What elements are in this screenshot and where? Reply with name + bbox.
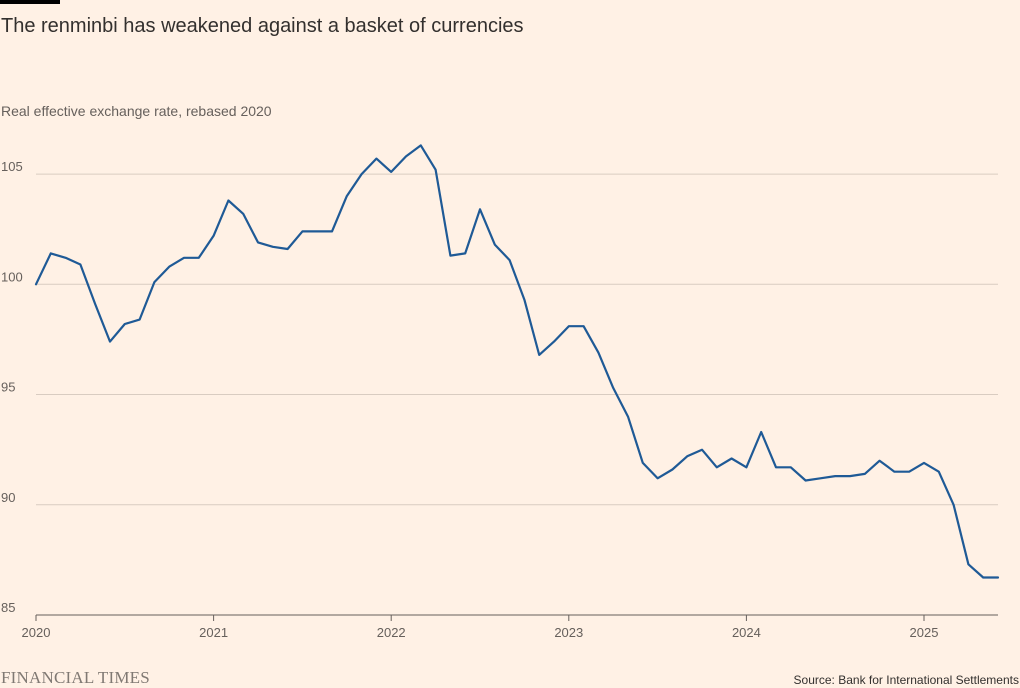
series-line	[34, 144, 1000, 579]
gridlines	[36, 173, 998, 616]
x-tick-label: 2024	[732, 625, 761, 640]
chart-title: The renminbi has weakened against a bask…	[1, 15, 524, 37]
x-tick-label: 2023	[554, 625, 583, 640]
y-tick-label: 95	[1, 380, 15, 395]
source-note: Source: Bank for International Settlemen…	[793, 673, 1019, 687]
x-tick-label: 2020	[22, 625, 51, 640]
x-tick-label: 2022	[377, 625, 406, 640]
brand-accent-bar	[0, 0, 60, 4]
y-tick-label: 100	[1, 269, 23, 284]
y-tick-label: 90	[1, 490, 15, 505]
brand-logo: FINANCIAL TIMES	[1, 668, 150, 687]
x-tick-label: 2025	[910, 625, 939, 640]
y-axis-ticks: 85 90 95 100 105	[1, 159, 23, 615]
y-tick-label: 85	[1, 600, 15, 615]
x-tick-label: 2021	[199, 625, 228, 640]
chart-subtitle: Real effective exchange rate, rebased 20…	[1, 103, 272, 119]
series-layer	[34, 144, 1000, 579]
y-tick-label: 105	[1, 159, 23, 174]
x-axis-ticks: 2020 2021 2022 2023 2024 2025	[22, 615, 939, 640]
